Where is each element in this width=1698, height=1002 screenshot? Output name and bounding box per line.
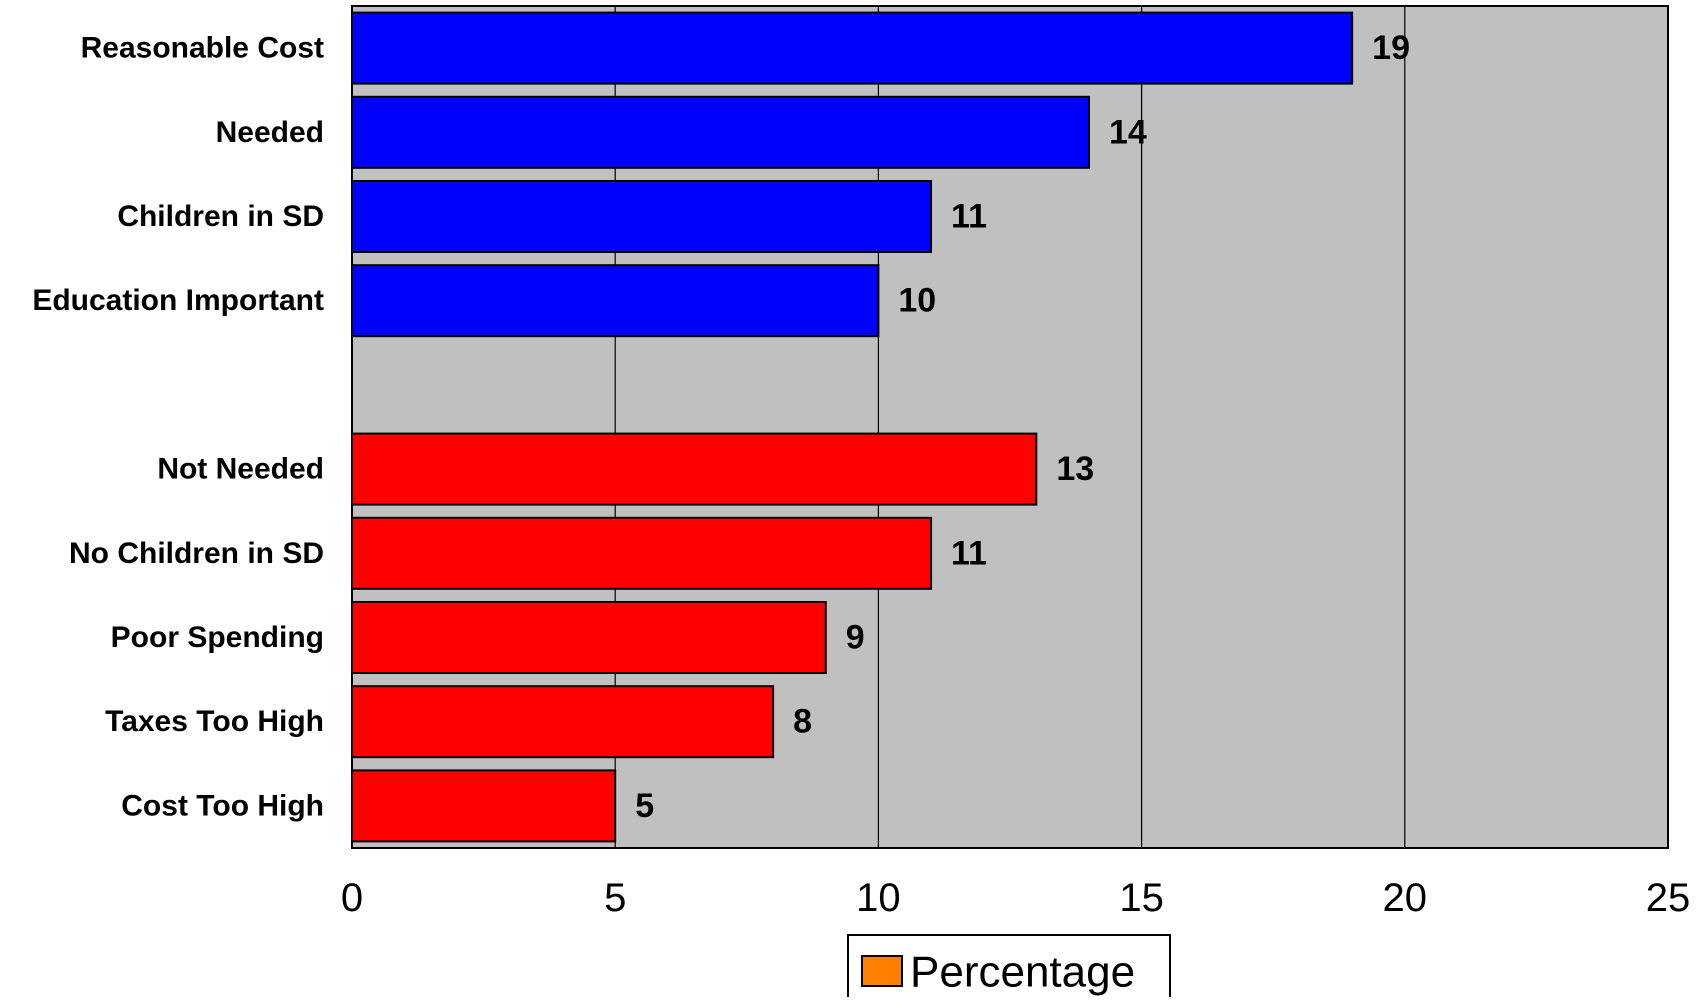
bar xyxy=(351,180,933,253)
x-tick-label: 10 xyxy=(856,876,901,920)
data-label: 13 xyxy=(1056,450,1094,488)
x-tick-label: 20 xyxy=(1383,876,1428,920)
bar xyxy=(351,769,617,843)
data-label: 19 xyxy=(1372,29,1410,67)
legend: Percentage xyxy=(847,934,1171,1002)
bar xyxy=(351,432,1038,506)
x-tick-label: 15 xyxy=(1119,876,1164,920)
category-label: No Children in SD xyxy=(69,537,324,570)
data-label: 11 xyxy=(951,534,987,572)
data-label: 10 xyxy=(898,282,936,320)
category-label: Needed xyxy=(216,116,324,149)
data-label: 14 xyxy=(1109,113,1147,151)
category-labels: Reasonable Cost Needed Children in SD Educa… xyxy=(32,32,324,823)
category-label: Education Important xyxy=(32,284,324,317)
legend-label: Percentage xyxy=(910,948,1135,997)
category-label: Cost Too High xyxy=(121,789,324,822)
bar xyxy=(351,11,1354,85)
x-tick-label: 0 xyxy=(341,876,363,920)
bars xyxy=(351,11,1354,843)
x-tick-label: 25 xyxy=(1646,876,1691,920)
category-label: Not Needed xyxy=(157,453,324,486)
category-label: Children in SD xyxy=(117,200,324,233)
bar xyxy=(351,95,1090,169)
x-tick-label: 5 xyxy=(604,876,626,920)
data-label: 8 xyxy=(793,703,812,741)
category-label: Taxes Too High xyxy=(105,705,324,738)
data-label: 11 xyxy=(951,198,987,236)
bar xyxy=(351,516,933,590)
bar xyxy=(351,264,880,338)
data-label: 5 xyxy=(635,787,654,825)
legend-swatch xyxy=(861,955,903,987)
data-label: 9 xyxy=(846,619,865,657)
bar xyxy=(351,601,827,674)
bar xyxy=(351,685,775,759)
category-label: Reasonable Cost xyxy=(81,32,324,65)
x-axis-ticks: 0 5 10 15 20 25 xyxy=(341,876,1690,920)
category-label: Poor Spending xyxy=(111,621,324,654)
value-labels: 19 14 11 10 13 11 9 8 5 xyxy=(635,29,1410,825)
